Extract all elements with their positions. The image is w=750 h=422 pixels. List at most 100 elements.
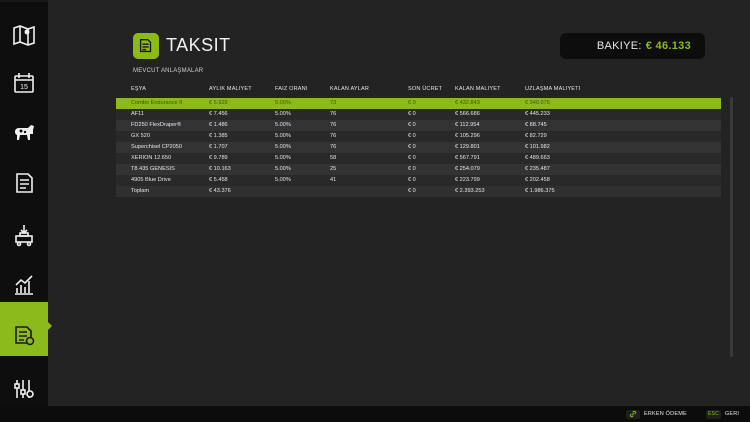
item-name: T8.435 GENESIS [131, 166, 175, 172]
total-settlement-cost: € 1.986.375 [525, 188, 555, 194]
monthly-cost: € 1.385 [209, 133, 228, 139]
item-name: 4905 Blue Drive [131, 177, 171, 183]
table-row[interactable]: AF11 € 7.456 5.00% 76 € 0 € 566.686 € 44… [116, 109, 721, 120]
settings-icon [14, 380, 34, 398]
svg-text:15: 15 [20, 84, 28, 91]
table-row[interactable]: GX 520 € 1.385 5.00% 76 € 0 € 105.296 € … [116, 131, 721, 142]
total-label: Toplam [131, 188, 150, 194]
item-name: FD250 FlexDraper® [131, 122, 182, 128]
remaining-cost: € 105.296 [455, 133, 480, 139]
contracts-icon [16, 173, 33, 193]
monthly-cost: € 1.486 [209, 122, 228, 128]
total-row: Toplam € 43.376 € 0 € 2.393.253 € 1.986.… [116, 186, 721, 197]
animals-icon [15, 125, 34, 140]
section-title: MEVCUT ANLAŞMALAR [133, 68, 204, 74]
table-row[interactable]: Combo Endurance II € 5.929 5.00% 73 € 0 … [116, 98, 721, 109]
page-title: TAKSIT [166, 35, 231, 55]
interest-rate: 5.00% [275, 155, 291, 161]
balance-value: € 46.133 [645, 40, 691, 52]
sidebar: 15 [0, 0, 52, 422]
early-payment-label: ERKEN ÖDEME [644, 411, 687, 417]
remaining-cost: € 566.686 [455, 111, 480, 117]
final-fee: € 0 [408, 122, 416, 128]
item-name: AF11 [131, 111, 144, 117]
monthly-cost: € 5.929 [209, 100, 228, 106]
remaining-months: 41 [330, 177, 337, 183]
column-header: SON ÜCRET [408, 86, 443, 92]
interest-rate: 5.00% [275, 133, 291, 139]
calendar-icon: 15 [14, 73, 34, 93]
remaining-cost: € 112.954 [455, 122, 480, 128]
monthly-cost: € 7.456 [209, 111, 228, 117]
settlement-cost: € 445.233 [525, 111, 550, 117]
table-row[interactable]: FD250 FlexDraper® € 1.486 5.00% 76 € 0 €… [116, 120, 721, 131]
item-name: Superchisel CP2050 [131, 144, 182, 150]
interest-rate: 5.00% [275, 166, 291, 172]
table-row[interactable]: T8.435 GENESIS € 10.163 5.00% 25 € 0 € 2… [116, 164, 721, 175]
production-icon [15, 225, 33, 247]
table-header: EŞYA AYLIK MALIYET FAIZ ORANI KALAN AYLA… [116, 86, 721, 98]
remaining-cost: € 129.801 [455, 144, 480, 150]
settlement-cost: € 202.458 [525, 177, 550, 183]
interest-rate: 5.00% [275, 177, 291, 183]
installment-document-icon [133, 33, 159, 59]
settlement-cost: € 340.075 [525, 100, 550, 106]
esc-key: ESC [706, 409, 721, 419]
finances-icon [15, 326, 35, 346]
monthly-cost: € 10.163 [209, 166, 231, 172]
settlement-cost: € 82.729 [525, 133, 547, 139]
remaining-cost: € 432.843 [455, 100, 480, 106]
column-header: EŞYA [131, 86, 147, 92]
interest-rate: 5.00% [275, 144, 291, 150]
settlement-cost: € 101.982 [525, 144, 550, 150]
column-header: AYLIK MALIYET [209, 86, 252, 92]
remaining-months: 76 [330, 122, 337, 128]
early-payment-button[interactable]: ERKEN ÖDEME [626, 409, 687, 419]
installments-table: EŞYA AYLIK MALIYET FAIZ ORANI KALAN AYLA… [116, 86, 721, 197]
column-header: UZLAŞMA MALIYETI [525, 86, 581, 92]
balance-box: BAKIYE: € 46.133 [560, 33, 705, 59]
table-scrollbar[interactable] [730, 97, 733, 357]
final-fee: € 0 [408, 133, 416, 139]
remaining-months: 58 [330, 155, 337, 161]
remaining-cost: € 254.079 [455, 166, 480, 172]
statistics-icon [15, 275, 33, 295]
monthly-cost: € 5.458 [209, 177, 228, 183]
interest-rate: 5.00% [275, 111, 291, 117]
column-header: KALAN MALIYET [455, 86, 501, 92]
final-fee: € 0 [408, 177, 416, 183]
final-fee: € 0 [408, 144, 416, 150]
interest-rate: 5.00% [275, 100, 291, 106]
settlement-cost: € 88.745 [525, 122, 547, 128]
remaining-months: 76 [330, 144, 337, 150]
column-header: FAIZ ORANI [275, 86, 308, 92]
total-final-fee: € 0 [408, 188, 416, 194]
final-fee: € 0 [408, 111, 416, 117]
back-button[interactable]: ESC GERI [706, 409, 739, 419]
interest-rate: 5.00% [275, 122, 291, 128]
remaining-months: 76 [330, 111, 337, 117]
settlement-cost: € 489.663 [525, 155, 550, 161]
item-name: XERION 12.650 [131, 155, 172, 161]
balance-label: BAKIYE: [596, 40, 642, 52]
remaining-months: 25 [330, 166, 337, 172]
final-fee: € 0 [408, 155, 416, 161]
back-label: GERI [724, 411, 740, 417]
column-header: KALAN AYLAR [330, 86, 370, 92]
table-row[interactable]: Superchisel CP2050 € 1.707 5.00% 76 € 0 … [116, 142, 721, 153]
remaining-months: 76 [330, 133, 337, 139]
remaining-cost: € 567.791 [455, 155, 480, 161]
table-row[interactable]: 4905 Blue Drive € 5.458 5.00% 41 € 0 € 2… [116, 175, 721, 186]
final-fee: € 0 [408, 100, 416, 106]
final-fee: € 0 [408, 166, 416, 172]
item-name: Combo Endurance II [131, 100, 183, 106]
footer-bar: ERKEN ÖDEME ESC GERI [0, 406, 750, 422]
settlement-cost: € 235.487 [525, 166, 550, 172]
map-icon [13, 25, 35, 46]
total-remaining-cost: € 2.393.253 [455, 188, 485, 194]
remaining-months: 73 [330, 100, 337, 106]
table-row[interactable]: XERION 12.650 € 9.789 5.00% 58 € 0 € 567… [116, 153, 721, 164]
item-name: GX 520 [131, 133, 150, 139]
monthly-cost: € 1.707 [209, 144, 228, 150]
remaining-cost: € 223.799 [455, 177, 480, 183]
